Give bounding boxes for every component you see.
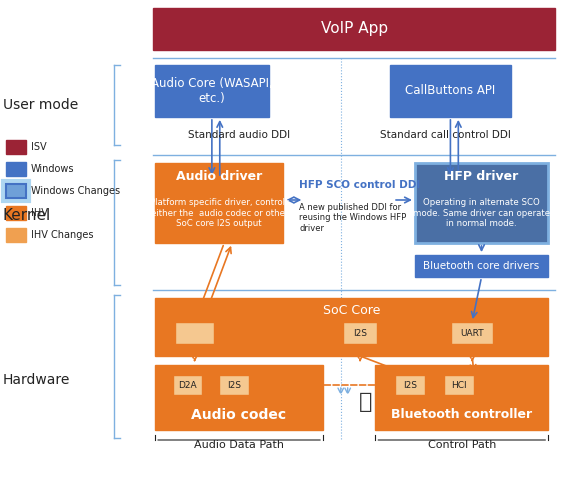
Text: Windows Changes: Windows Changes	[31, 186, 120, 196]
Text: 🎧: 🎧	[359, 392, 372, 412]
FancyBboxPatch shape	[395, 375, 425, 395]
Text: HFP driver: HFP driver	[445, 170, 519, 183]
Text: User mode: User mode	[3, 98, 78, 112]
Text: A new published DDI for
reusing the Windows HFP
driver: A new published DDI for reusing the Wind…	[299, 203, 407, 233]
FancyBboxPatch shape	[173, 375, 202, 395]
Text: Audio Data Path: Audio Data Path	[194, 440, 284, 450]
FancyBboxPatch shape	[445, 375, 474, 395]
Text: CallButtons API: CallButtons API	[405, 84, 496, 97]
FancyBboxPatch shape	[390, 65, 511, 117]
FancyBboxPatch shape	[155, 298, 548, 356]
Text: Bluetooth controller: Bluetooth controller	[391, 408, 532, 421]
FancyBboxPatch shape	[6, 228, 26, 242]
Text: Kernel: Kernel	[3, 207, 51, 223]
Text: HCI: HCI	[451, 381, 467, 389]
FancyBboxPatch shape	[6, 140, 26, 154]
FancyBboxPatch shape	[153, 8, 555, 50]
FancyBboxPatch shape	[415, 255, 548, 277]
Text: Audio codec: Audio codec	[192, 408, 286, 422]
Text: Standard audio DDI: Standard audio DDI	[188, 130, 290, 140]
FancyBboxPatch shape	[375, 365, 548, 430]
Text: Standard call control DDI: Standard call control DDI	[380, 130, 511, 140]
FancyBboxPatch shape	[219, 375, 249, 395]
Text: D2A: D2A	[179, 381, 197, 389]
Text: VoIP App: VoIP App	[320, 22, 388, 36]
Text: Hardware: Hardware	[3, 373, 70, 387]
Text: UART: UART	[460, 328, 484, 337]
FancyBboxPatch shape	[342, 322, 377, 344]
Text: IHV Changes: IHV Changes	[31, 230, 93, 240]
FancyBboxPatch shape	[155, 163, 284, 243]
Text: Control Path: Control Path	[428, 440, 496, 450]
Text: ISV: ISV	[31, 142, 46, 152]
Text: SoC Core: SoC Core	[323, 303, 380, 316]
Text: Audio Core (WASAPI,
etc.): Audio Core (WASAPI, etc.)	[151, 77, 273, 105]
Text: I2S: I2S	[353, 328, 367, 337]
Text: Bluetooth core drivers: Bluetooth core drivers	[424, 261, 540, 271]
Text: I2S: I2S	[227, 381, 241, 389]
FancyBboxPatch shape	[155, 365, 323, 430]
Text: Platform specific driver, controls
either the  audio codec or other
SoC core I2S: Platform specific driver, controls eithe…	[150, 198, 289, 228]
FancyBboxPatch shape	[6, 162, 26, 176]
FancyBboxPatch shape	[451, 322, 493, 344]
Text: Windows: Windows	[31, 164, 74, 174]
Text: Audio driver: Audio driver	[176, 170, 263, 183]
FancyBboxPatch shape	[175, 322, 214, 344]
FancyBboxPatch shape	[155, 65, 269, 117]
FancyBboxPatch shape	[415, 163, 548, 243]
FancyBboxPatch shape	[6, 206, 26, 220]
FancyBboxPatch shape	[6, 184, 26, 198]
Text: IHV: IHV	[31, 208, 48, 218]
Text: Operating in alternate SCO
mode. Same driver can operate
in normal mode.: Operating in alternate SCO mode. Same dr…	[413, 198, 550, 228]
Text: I2S: I2S	[403, 381, 417, 389]
Text: HFP SCO control DDI: HFP SCO control DDI	[299, 180, 421, 190]
